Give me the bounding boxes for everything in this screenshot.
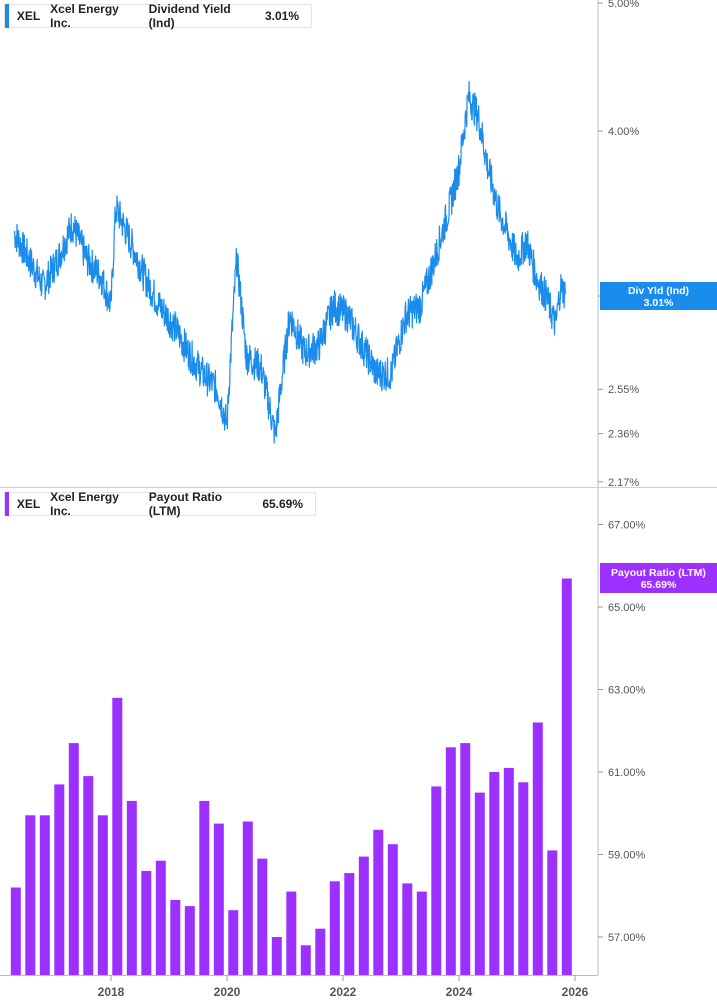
payout-bar — [257, 858, 268, 975]
payout-bar — [271, 937, 282, 975]
y-tick-label: 2.36% — [608, 429, 639, 441]
dividend-yield-axis: 5.00%4.00%3.00%2.55%2.36%2.17% — [598, 0, 639, 489]
payout-bar — [68, 743, 79, 975]
legend-company: Xcel Energy Inc. — [50, 490, 119, 518]
payout-bar — [39, 815, 50, 975]
dividend-yield-badge: Div Yld (Ind) 3.01% — [600, 282, 717, 310]
payout-bar — [170, 899, 181, 975]
payout-bar — [445, 747, 456, 976]
payout-bar — [402, 883, 413, 975]
payout-bar — [358, 856, 369, 975]
payout-bar — [460, 743, 471, 975]
y-tick-label: 4.00% — [608, 126, 639, 138]
payout-bar — [518, 782, 529, 975]
payout-bar — [489, 772, 500, 975]
dividend-yield-panel — [0, 0, 717, 488]
dividend-yield-line-group — [13, 80, 566, 444]
payout-ratio-bars-group — [10, 578, 572, 976]
legend-value: 65.69% — [262, 497, 304, 511]
y-tick-label: 59.00% — [608, 850, 646, 862]
y-tick-label: 61.00% — [608, 767, 646, 779]
legend-value: 3.01% — [264, 9, 299, 23]
payout-bar — [503, 767, 514, 975]
payout-bar — [228, 910, 239, 975]
y-tick-label: 2.55% — [608, 384, 639, 396]
payout-bar — [300, 945, 311, 975]
x-tick-label: 2024 — [446, 985, 473, 999]
badge-value: 65.69% — [640, 579, 677, 591]
y-tick-label: 67.00% — [608, 520, 646, 532]
dividend-yield-swatch — [5, 4, 9, 28]
payout-bar — [387, 844, 398, 975]
payout-bar — [315, 928, 326, 975]
x-tick-label: 2022 — [330, 985, 357, 999]
x-tick-label: 2020 — [214, 985, 241, 999]
y-tick-label: 57.00% — [608, 932, 646, 944]
x-tick-label: 2018 — [98, 985, 125, 999]
y-tick-label: 65.00% — [608, 602, 646, 614]
badge-value: 3.01% — [643, 297, 674, 309]
time-axis: 2018 2020 2022 2024 2026 — [0, 975, 598, 999]
dividend-yield-legend: XEL Xcel Energy Inc. Dividend Yield (Ind… — [4, 2, 312, 30]
payout-bar — [83, 776, 94, 975]
payout-bar — [344, 873, 355, 975]
payout-bar — [155, 860, 166, 975]
legend-company: Xcel Energy Inc. — [50, 2, 119, 30]
legend-ticker: XEL — [16, 9, 41, 23]
payout-bar — [286, 891, 297, 975]
payout-bar — [329, 881, 340, 975]
dividend-yield-line — [13, 80, 566, 444]
legend-metric: Dividend Yield (Ind) — [148, 2, 231, 30]
payout-bar — [474, 792, 485, 975]
y-tick-label: 5.00% — [608, 0, 639, 10]
payout-bar — [54, 784, 65, 975]
payout-bar — [213, 823, 224, 975]
payout-bar — [561, 578, 572, 975]
payout-ratio-badge: Payout Ratio (LTM) 65.69% — [600, 563, 717, 593]
legend-ticker: XEL — [16, 497, 41, 511]
payout-bar — [25, 815, 36, 975]
payout-ratio-legend: XEL Xcel Energy Inc. Payout Ratio (LTM) … — [4, 490, 316, 518]
x-tick-label: 2026 — [562, 985, 589, 999]
payout-bar — [431, 786, 442, 975]
payout-bar — [10, 887, 21, 975]
payout-bar — [547, 850, 558, 975]
payout-bar — [141, 871, 152, 975]
badge-label: Div Yld (Ind) — [627, 285, 690, 297]
legend-metric: Payout Ratio (LTM) — [148, 490, 223, 518]
payout-bar — [97, 815, 108, 975]
payout-bar — [242, 821, 253, 975]
payout-ratio-axis: 67.00% 65.00% 63.00% 61.00% 59.00% 57.00% — [597, 488, 646, 975]
y-tick-label: 63.00% — [608, 685, 646, 697]
y-tick-label: 2.17% — [608, 477, 639, 489]
payout-bar — [184, 906, 195, 975]
payout-bar — [532, 722, 543, 975]
badge-label: Payout Ratio (LTM) — [611, 567, 706, 579]
payout-ratio-swatch — [5, 492, 9, 516]
payout-bar — [199, 800, 210, 975]
payout-bar — [373, 829, 384, 976]
payout-bar — [416, 891, 427, 975]
payout-bar — [112, 697, 123, 975]
payout-bar — [126, 800, 137, 975]
